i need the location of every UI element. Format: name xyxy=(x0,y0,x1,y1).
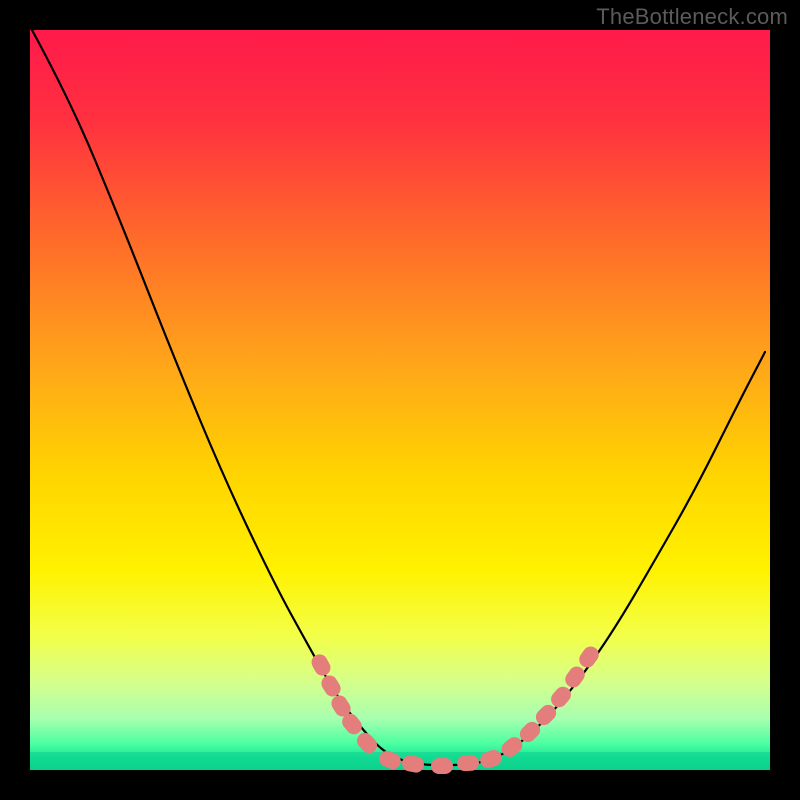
chart-canvas: TheBottleneck.com xyxy=(0,0,800,800)
chart-svg xyxy=(0,0,800,800)
marker-point xyxy=(431,758,453,774)
plot-background xyxy=(30,30,770,770)
